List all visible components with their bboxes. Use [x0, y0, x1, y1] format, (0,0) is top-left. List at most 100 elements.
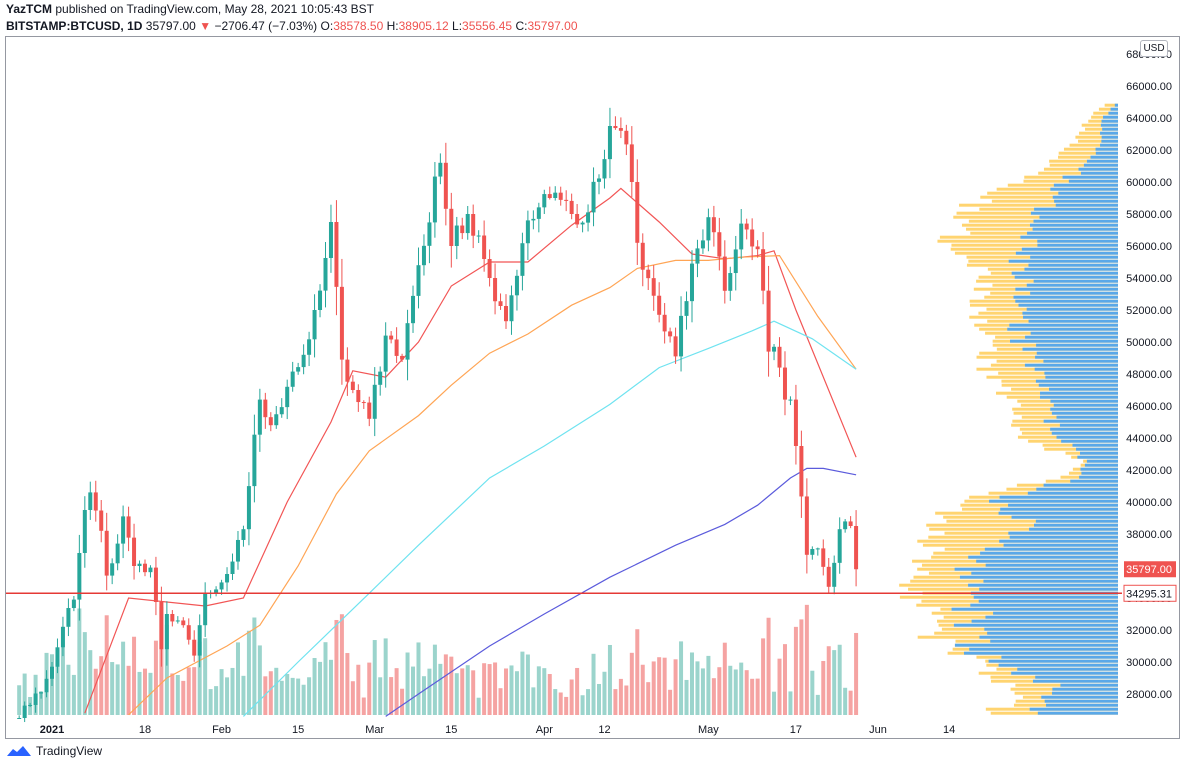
volume-bar: [613, 689, 618, 715]
volume-profile-bar: [1030, 211, 1118, 215]
volume-bar: [504, 668, 509, 715]
volume-profile-bar: [1079, 131, 1118, 135]
candle-body: [301, 354, 306, 368]
volume-profile-bar: [1080, 171, 1118, 175]
volume-bar: [782, 644, 787, 715]
volume-profile-bar: [1033, 219, 1118, 223]
volume-profile-bar: [1010, 339, 1118, 343]
volume-bar: [192, 667, 197, 715]
volume-profile-bar: [953, 623, 1118, 627]
volume-profile-bar: [1035, 355, 1118, 359]
volume-bar: [536, 666, 541, 715]
volume-profile-bar: [1035, 379, 1118, 383]
volume-bar: [509, 665, 514, 715]
price-marker-bg: [1123, 584, 1177, 602]
volume-profile-bar: [926, 523, 1118, 527]
volume-profile-bar: [954, 567, 1118, 571]
x-axis-tick-label: 14: [943, 724, 955, 736]
volume-profile-bar: [1008, 503, 1118, 507]
volume-profile-bar: [1051, 431, 1118, 435]
candle-body: [132, 537, 137, 566]
volume-profile-bar: [1027, 491, 1118, 495]
candle-body: [416, 265, 421, 296]
volume-profile-bar: [1052, 687, 1118, 691]
volume-bar: [328, 659, 333, 715]
author-name[interactable]: YazTCM: [6, 2, 53, 16]
x-axis-tick-label: Feb: [212, 724, 231, 736]
volume-profile-bar: [1000, 507, 1118, 511]
volume-profile-bar: [973, 595, 1118, 599]
candle-body: [170, 614, 175, 622]
y-axis-tick-label: 64000.00: [1126, 113, 1172, 125]
volume-profile-bar: [964, 651, 1118, 655]
volume-profile-bar: [1015, 299, 1118, 303]
volume-profile-bar: [1009, 323, 1118, 327]
candle-body: [536, 207, 541, 219]
chart-frame[interactable]: [5, 36, 1180, 739]
volume-profile-bar: [1041, 695, 1118, 699]
candle-body: [241, 529, 246, 540]
candle-body: [624, 130, 629, 145]
volume-bar: [766, 617, 771, 715]
volume-profile-bar: [1049, 387, 1118, 391]
x-axis: 2021 18 Feb 15 Mar 15 Apr 12 May 17 Jun 14: [40, 724, 955, 736]
volume-bar: [197, 641, 202, 715]
tradingview-footer[interactable]: TradingView: [6, 744, 102, 758]
currency-label[interactable]: USD: [1140, 40, 1168, 57]
volume-bar: [421, 676, 426, 715]
volume-profile-bar: [1098, 107, 1118, 111]
volume-bar: [235, 642, 240, 715]
volume-profile-bar: [1003, 543, 1118, 547]
last-price: 35797.00: [145, 19, 196, 33]
volume-bar: [668, 689, 673, 715]
volume-profile-bar: [1058, 155, 1118, 159]
candle-body: [427, 222, 432, 246]
open-value: 38578.50: [333, 19, 384, 33]
candle-body: [679, 315, 684, 357]
volume-profile-bar: [1029, 223, 1118, 227]
candle-body: [821, 548, 826, 567]
candle-body: [788, 399, 793, 401]
volume-bar: [482, 663, 487, 715]
tradingview-brand: TradingView: [36, 744, 103, 758]
tradingview-logo-icon: [7, 746, 31, 756]
volume-profile-bar: [1058, 151, 1118, 155]
volume-profile-bar: [1044, 699, 1118, 703]
volume-profile-bar: [968, 555, 1118, 559]
candles: [17, 107, 859, 723]
candle-body: [553, 192, 558, 198]
volume-profile-bar: [1077, 455, 1118, 459]
volume-bar: [826, 646, 831, 715]
volume-profile-bar: [1054, 199, 1118, 203]
volume-profile-bar: [1008, 531, 1118, 535]
volume-bar: [700, 668, 705, 715]
x-axis-tick-label: Mar: [365, 724, 384, 736]
volume-bar: [750, 678, 755, 715]
x-axis-tick-label: 17: [790, 724, 802, 736]
volume-bar: [443, 654, 448, 715]
volume-profile-bar: [1040, 395, 1118, 399]
candle-body: [55, 647, 60, 667]
volume-profile-bar: [1029, 527, 1118, 531]
volume-profile-bar: [1093, 111, 1118, 115]
volume-profile-bar: [989, 499, 1118, 503]
volume-bar: [772, 691, 777, 715]
volume-profile-bar: [951, 243, 1118, 247]
volume-profile-bar: [1034, 523, 1118, 527]
volume-profile-bar: [1101, 135, 1118, 139]
volume-profile-bar: [1095, 147, 1118, 151]
volume-profile-bar: [951, 607, 1118, 611]
volume-profile-bar: [979, 635, 1118, 639]
volume-bar: [416, 642, 421, 715]
volume-bar: [520, 651, 525, 715]
candle-body: [142, 563, 147, 573]
symbol-label[interactable]: BITSTAMP:BTCUSD, 1D: [6, 19, 143, 33]
y-axis: 68000.0066000.0064000.0062000.0060000.00…: [1123, 49, 1177, 701]
volume-profile-bar: [1078, 139, 1118, 143]
volume-bar: [170, 673, 175, 715]
volume-profile-bar: [1009, 535, 1118, 539]
candle-body: [454, 225, 459, 246]
candle-body: [618, 128, 623, 131]
volume-bar: [706, 655, 711, 715]
